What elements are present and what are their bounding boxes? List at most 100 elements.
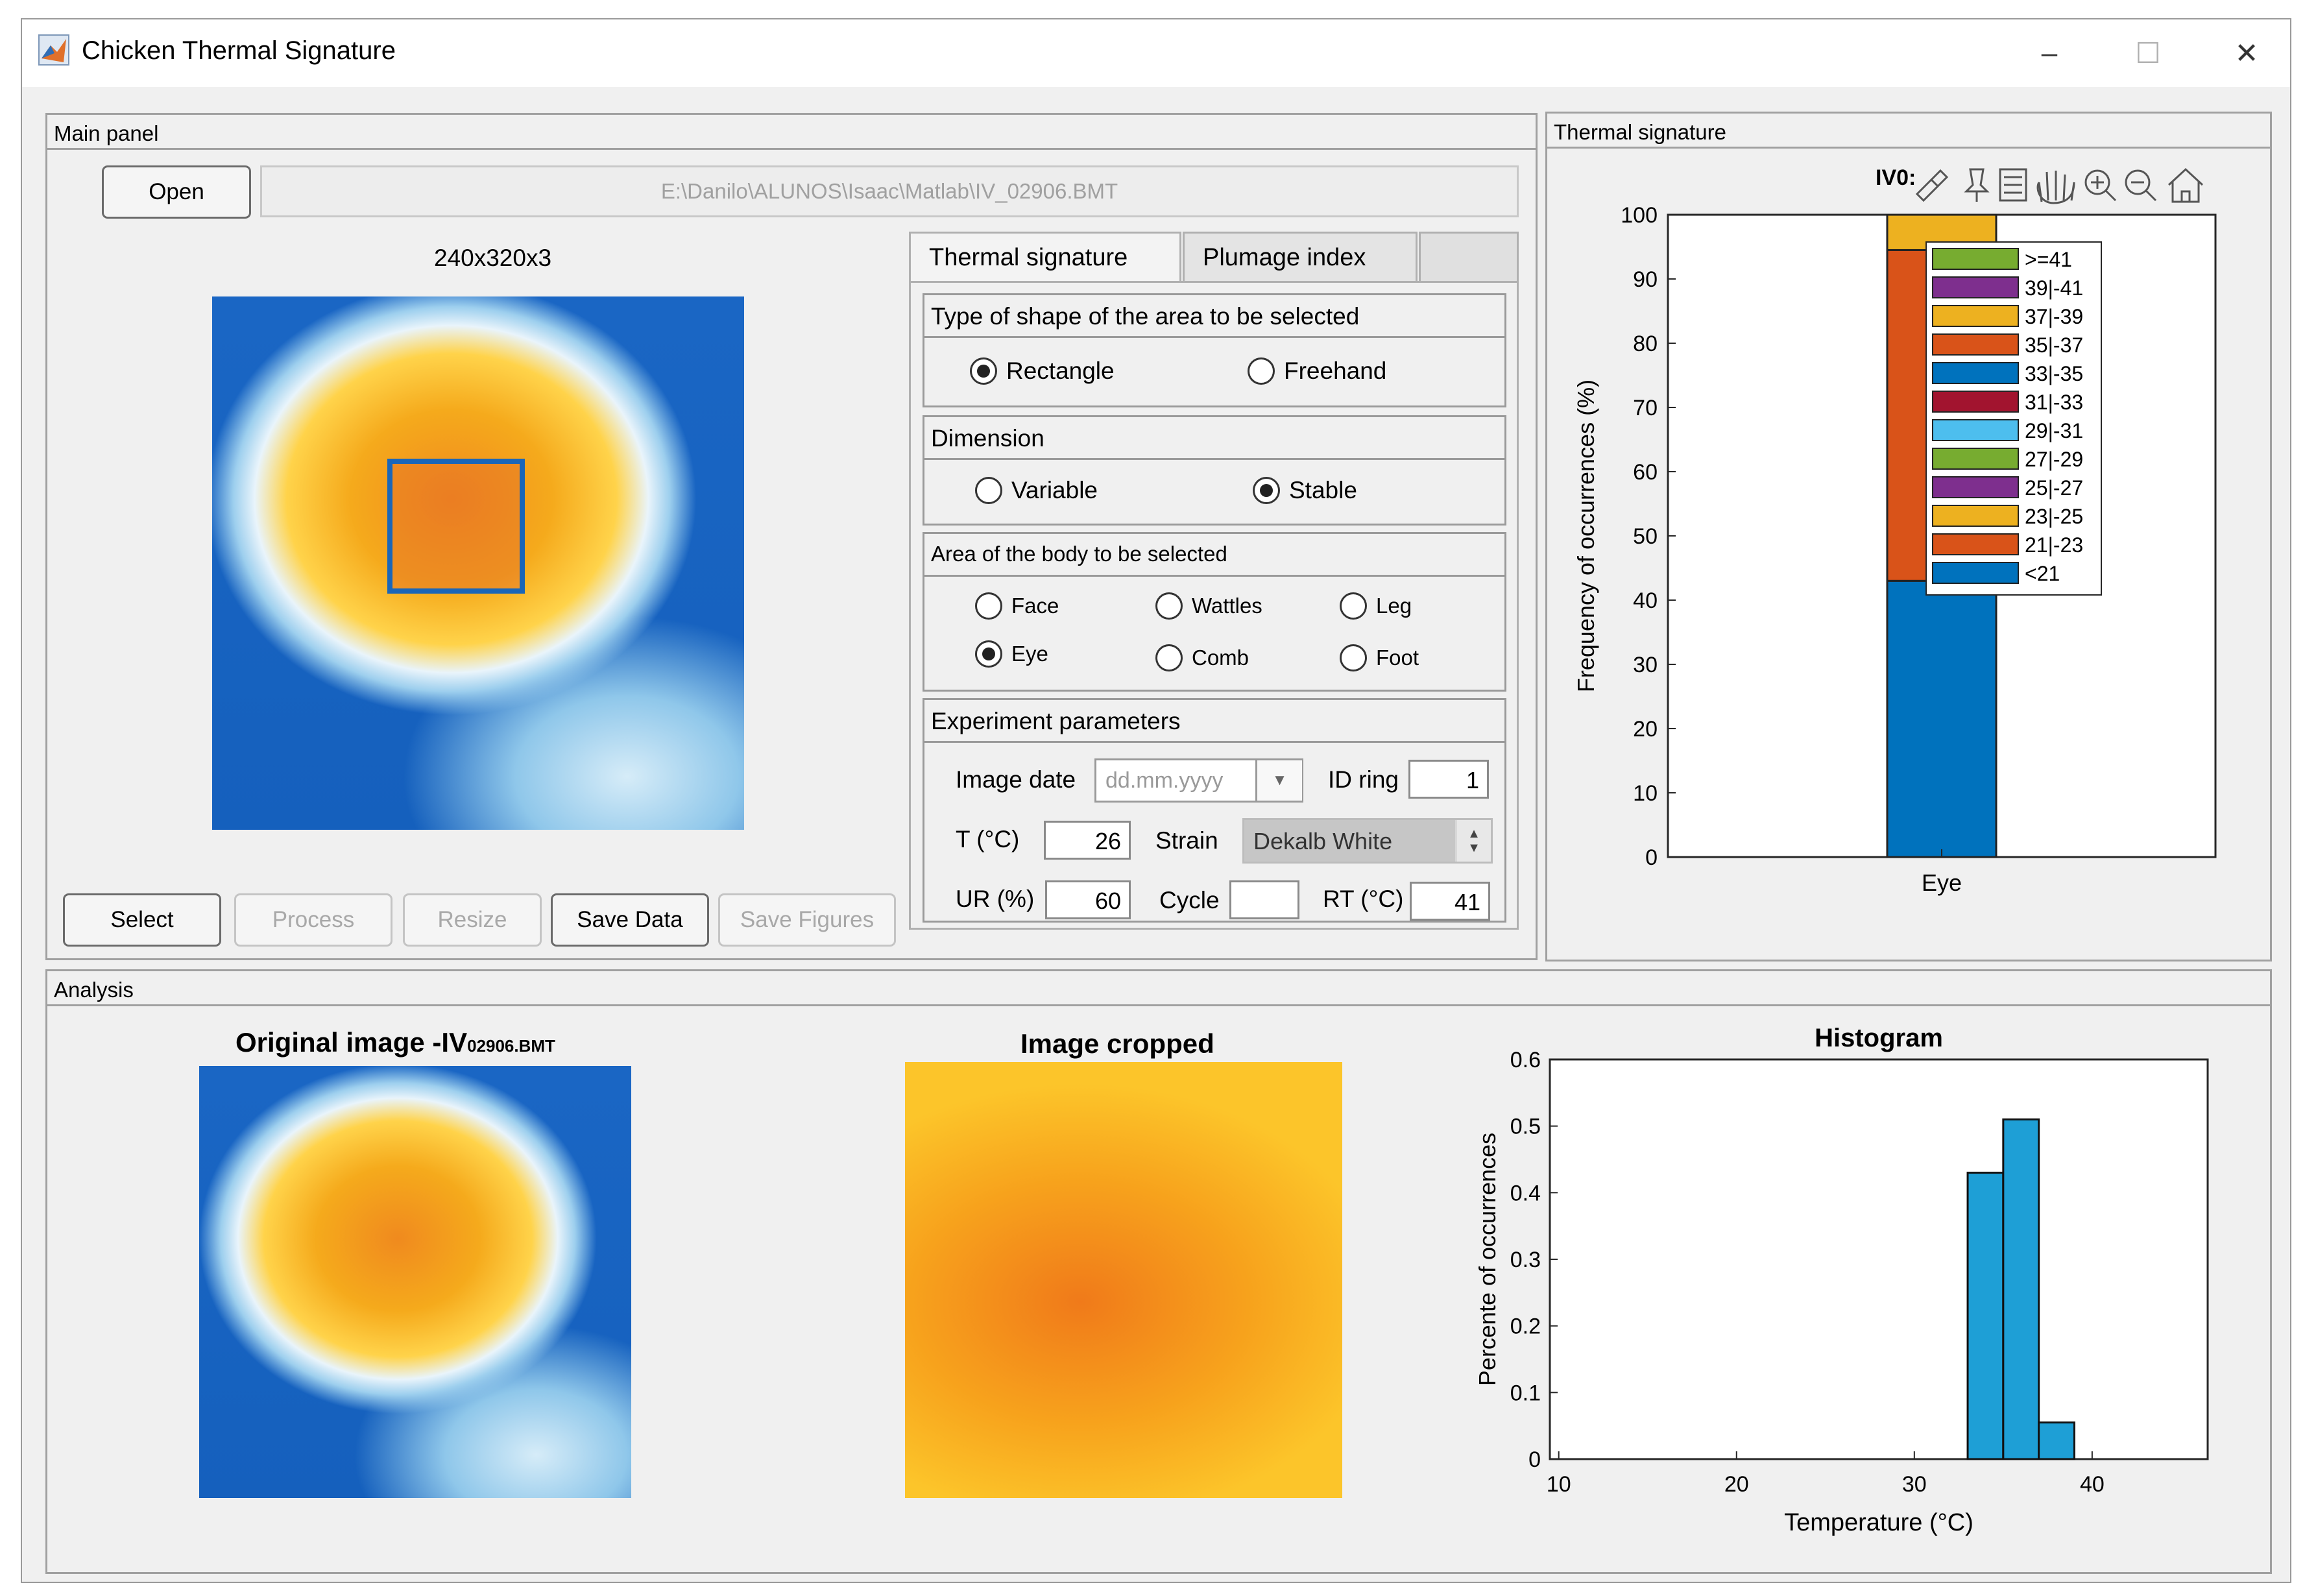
legend-swatch (1932, 448, 2019, 470)
pan-hand-icon[interactable] (2036, 171, 2075, 204)
legend-swatch (1932, 476, 2019, 498)
zoom-in-icon[interactable] (2084, 169, 2117, 202)
tab-thermal-signature[interactable]: Thermal signature (909, 232, 1181, 282)
thermal-image[interactable] (212, 296, 744, 830)
id-ring-field[interactable]: 1 (1408, 760, 1489, 799)
legend-swatch (1932, 419, 2019, 441)
minimize-button[interactable]: – (2041, 37, 2058, 69)
stacked-bar-chart: 0 10 20 30 40 50 60 70 80 90 100 Frequency of occur… (1573, 203, 2217, 896)
save-data-button[interactable]: Save Data (551, 893, 709, 947)
x-tick-label: 10 (1547, 1472, 1571, 1497)
image-date-label: Image date (956, 766, 1076, 793)
tab-empty (1419, 232, 1519, 282)
y-tick-label: 0 (1645, 845, 1658, 870)
x-tick-label: 20 (1724, 1472, 1749, 1497)
face-label: Face (1011, 594, 1059, 618)
analysis-panel: Analysis Original image -IV02906.BMT Ima… (45, 969, 2272, 1574)
y-tick-label: 0.1 (1510, 1381, 1541, 1405)
chevron-down-icon[interactable]: ▼ (1255, 760, 1302, 801)
legend-label: 21|-23 (2025, 533, 2083, 557)
resize-button[interactable]: Resize (403, 893, 542, 947)
legend-label: 39|-41 (2025, 276, 2083, 300)
rt-field[interactable]: 41 (1410, 882, 1490, 921)
body-area-group: Area of the body to be selected Face Wat… (923, 532, 1506, 692)
freehand-label: Freehand (1284, 357, 1387, 384)
radio-variable[interactable] (975, 477, 1002, 504)
original-image-title-main: Original image -IV (235, 1027, 468, 1058)
t-label: T (°C) (956, 826, 1020, 852)
radio-leg[interactable] (1340, 592, 1367, 620)
app-window: Chicken Thermal Signature – ☐ ✕ Main pan… (21, 18, 2291, 1583)
plot-toolbar[interactable] (1912, 163, 2243, 206)
brush-icon[interactable] (1915, 169, 1949, 202)
main-panel-title: Main panel (47, 115, 1536, 150)
legend-swatch (1932, 533, 2019, 555)
image-size-label: 240x320x3 (434, 245, 552, 271)
y-tick-label: 0.4 (1510, 1181, 1541, 1205)
leg-label: Leg (1376, 594, 1412, 618)
bar-segment (1886, 579, 1997, 858)
legend-swatch (1932, 276, 2019, 298)
cropped-image-title: Image cropped (1020, 1028, 1214, 1059)
strain-label: Strain (1155, 827, 1218, 854)
legend-label: 27|-29 (2025, 448, 2083, 471)
tab-plumage-index[interactable]: Plumage index (1183, 232, 1418, 282)
legend-icon[interactable] (1999, 168, 2027, 202)
radio-face[interactable] (975, 592, 1002, 620)
thermal-signature-title: Thermal signature (1547, 114, 2270, 149)
eye-label: Eye (1011, 642, 1048, 666)
radio-freehand[interactable] (1248, 357, 1275, 385)
radio-wattles[interactable] (1155, 592, 1183, 620)
rectangle-label: Rectangle (1006, 357, 1115, 384)
matlab-icon (38, 34, 69, 66)
save-figures-button[interactable]: Save Figures (718, 893, 896, 947)
original-image-title-sub: 02906.BMT (467, 1036, 555, 1056)
shape-group: Type of shape of the area to be selected… (923, 293, 1506, 407)
experiment-group-title: Experiment parameters (924, 700, 1504, 743)
updown-icon[interactable]: ▲ ▼ (1455, 820, 1491, 862)
t-field[interactable]: 26 (1044, 821, 1131, 860)
zoom-out-icon[interactable] (2125, 169, 2157, 202)
legend-label: 29|-31 (2025, 419, 2083, 442)
close-button[interactable]: ✕ (2234, 37, 2259, 69)
ur-label: UR (%) (956, 886, 1035, 912)
home-icon[interactable] (2167, 167, 2204, 203)
cropped-image (905, 1062, 1342, 1498)
radio-comb[interactable] (1155, 644, 1183, 671)
y-tick-label: 0.2 (1510, 1314, 1541, 1339)
strain-select[interactable]: Dekalb White (1242, 818, 1493, 864)
x-tick-label: 40 (2080, 1472, 2105, 1497)
x-axis-label: Temperature (°C) (1784, 1509, 1973, 1536)
y-tick-label: 50 (1633, 524, 1658, 549)
y-axis-label: Frequency of occurrences (%) (1573, 380, 1599, 692)
variable-label: Variable (1011, 477, 1098, 503)
legend-swatch (1932, 505, 2019, 527)
process-button[interactable]: Process (234, 893, 392, 947)
radio-eye[interactable] (975, 640, 1002, 668)
dimension-group: Dimension Variable Stable (923, 415, 1506, 526)
maximize-button[interactable]: ☐ (2135, 37, 2161, 69)
roi-rectangle[interactable] (387, 459, 525, 594)
cycle-field[interactable] (1229, 880, 1299, 919)
y-tick-label: 60 (1633, 460, 1658, 485)
open-button[interactable]: Open (102, 165, 251, 219)
pin-icon[interactable] (1964, 168, 1990, 202)
select-button[interactable]: Select (63, 893, 221, 947)
radio-rectangle[interactable] (970, 357, 997, 385)
y-tick-label: 70 (1633, 396, 1658, 420)
plot-toolbar-label: IV0: (1876, 165, 1916, 190)
y-tick-label: 80 (1633, 332, 1658, 356)
radio-stable[interactable] (1253, 477, 1280, 504)
id-ring-label: ID ring (1328, 766, 1399, 793)
y-tick-label: 20 (1633, 717, 1658, 742)
legend-swatch (1932, 305, 2019, 327)
radio-foot[interactable] (1340, 644, 1367, 671)
analysis-title: Analysis (47, 971, 2270, 1006)
original-image-title: Original image -IV02906.BMT (235, 1027, 555, 1058)
foot-label: Foot (1376, 646, 1419, 670)
ur-field[interactable]: 60 (1045, 880, 1131, 919)
legend-swatch (1932, 248, 2019, 270)
legend-label: 31|-33 (2025, 391, 2083, 414)
comb-label: Comb (1192, 646, 1249, 670)
stable-label: Stable (1289, 477, 1357, 503)
